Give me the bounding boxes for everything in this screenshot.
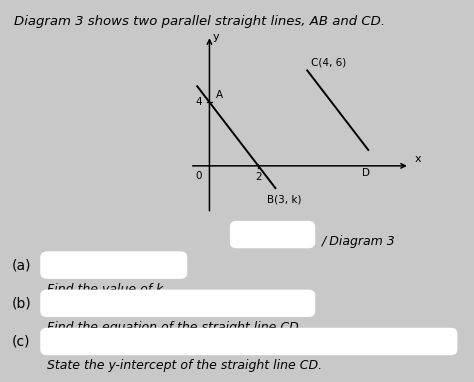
Text: B(3, k): B(3, k) — [267, 194, 301, 204]
Text: 4: 4 — [195, 97, 202, 107]
Text: 0: 0 — [196, 171, 202, 181]
Text: 2: 2 — [255, 172, 262, 182]
Text: (c): (c) — [12, 335, 30, 349]
FancyBboxPatch shape — [230, 221, 315, 248]
Text: Find the equation of the straight line CD.: Find the equation of the straight line C… — [47, 321, 303, 334]
Text: State the y-intercept of the straight line CD.: State the y-intercept of the straight li… — [47, 359, 322, 372]
Text: D: D — [362, 168, 370, 178]
Text: x: x — [415, 154, 421, 164]
FancyBboxPatch shape — [40, 290, 315, 317]
Text: (b): (b) — [12, 297, 32, 311]
FancyBboxPatch shape — [40, 251, 187, 279]
Text: y: y — [213, 32, 220, 42]
Text: C(4, 6): C(4, 6) — [311, 57, 346, 67]
FancyBboxPatch shape — [40, 328, 457, 355]
Text: Find the value of k.: Find the value of k. — [47, 283, 168, 296]
Text: (a): (a) — [12, 259, 31, 272]
Text: / Diagram 3: / Diagram 3 — [322, 235, 396, 248]
Text: A: A — [216, 90, 223, 100]
Text: Diagram 3 shows two parallel straight lines, AB and CD.: Diagram 3 shows two parallel straight li… — [14, 15, 385, 28]
